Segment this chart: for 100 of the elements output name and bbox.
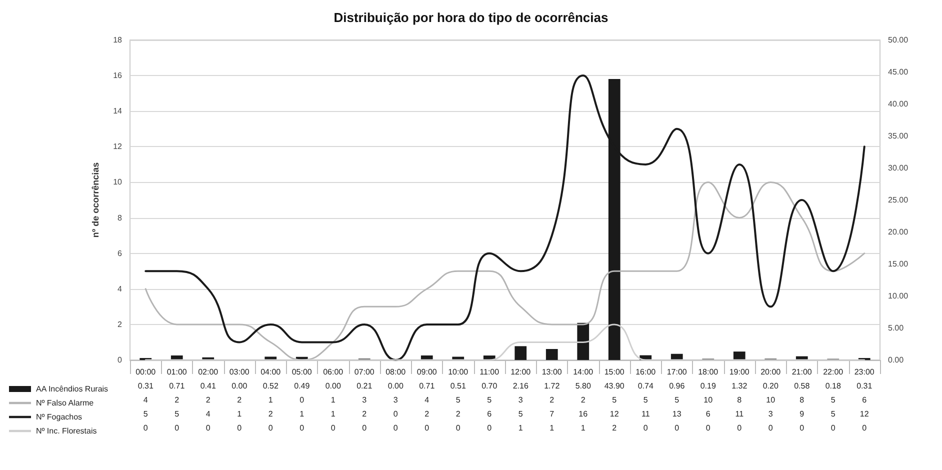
x-tick-label: 02:00 xyxy=(198,368,219,376)
y2-tick-label: 15.00 xyxy=(888,260,909,268)
data-label: 0.00 xyxy=(232,382,248,390)
data-label: 11 xyxy=(735,410,744,418)
line-series xyxy=(144,74,866,361)
x-tick-label: 07:00 xyxy=(354,368,375,376)
data-label: 1.32 xyxy=(732,382,748,390)
y-tick-label: 2 xyxy=(118,320,123,329)
data-label: 0 xyxy=(643,424,648,432)
y-tick-label: 8 xyxy=(118,213,123,222)
data-label: 11 xyxy=(641,410,650,418)
data-label: 3 xyxy=(362,396,368,404)
data-label: 4 xyxy=(424,396,430,404)
data-label: 0 xyxy=(206,424,211,432)
data-label: 4 xyxy=(143,396,148,404)
y2-tick-label: 5.00 xyxy=(888,324,904,332)
y-tick-label: 6 xyxy=(118,248,123,258)
legend-label: Nº Fogachos xyxy=(36,412,82,422)
data-label: 0.00 xyxy=(325,382,342,390)
data-label: 1 xyxy=(237,410,242,418)
x-tick-label: 18:00 xyxy=(698,368,719,376)
data-label: 5 xyxy=(518,410,524,418)
data-label: 2 xyxy=(174,396,180,404)
data-label: 5 xyxy=(674,396,680,404)
data-label: 1.72 xyxy=(544,382,560,390)
data-label: 0.51 xyxy=(450,382,466,390)
data-label: 2 xyxy=(424,410,430,418)
data-label: 2 xyxy=(362,410,368,418)
data-label: 0 xyxy=(674,424,680,432)
data-label: 5 xyxy=(456,396,461,404)
y2-tick-label: 45.00 xyxy=(888,68,909,76)
data-label: 0 xyxy=(174,424,180,432)
x-tick-label: 05:00 xyxy=(292,368,312,376)
x-tick-label: 08:00 xyxy=(386,368,406,376)
data-label: 5 xyxy=(143,410,148,418)
y-tick-label: 16 xyxy=(113,71,123,80)
data-label: 8 xyxy=(737,396,742,404)
data-label: 2.16 xyxy=(512,382,529,390)
y2-tick-label: 40.00 xyxy=(888,100,909,108)
y2-tick-label: 10.00 xyxy=(888,292,909,300)
x-tick-label: 11:00 xyxy=(480,368,500,376)
bar xyxy=(733,352,746,360)
x-tick-label: 01:00 xyxy=(166,368,188,376)
y-tick-label: 14 xyxy=(113,106,123,116)
data-label: 5 xyxy=(830,410,836,418)
x-tick-label: 10:00 xyxy=(448,368,469,376)
y-tick-label: 4 xyxy=(118,284,123,294)
data-label: 0.19 xyxy=(700,382,716,390)
x-tick-label: 20:00 xyxy=(760,368,782,376)
data-label: 3 xyxy=(393,396,398,404)
data-label: 0 xyxy=(706,424,711,432)
data-label: 9 xyxy=(800,410,805,418)
data-label: 2 xyxy=(237,396,242,404)
x-tick-label: 14:00 xyxy=(573,368,594,376)
data-label: 5.80 xyxy=(575,382,592,390)
data-label: 0 xyxy=(800,424,805,432)
data-label: 0 xyxy=(362,424,368,432)
data-label: 5 xyxy=(174,410,180,418)
data-label: 6 xyxy=(487,410,492,418)
x-tick-label: 13:00 xyxy=(542,368,562,376)
bar xyxy=(577,322,590,360)
data-label: 0 xyxy=(737,424,742,432)
data-label: 16 xyxy=(578,410,588,418)
x-tick-label: 12:00 xyxy=(510,368,532,376)
data-label: 12 xyxy=(860,410,870,418)
x-tick-label: 04:00 xyxy=(260,368,282,376)
data-label: 5 xyxy=(612,396,618,404)
data-label: 0.21 xyxy=(356,382,373,390)
data-label: 0.41 xyxy=(200,382,216,390)
y2-tick-label: 20.00 xyxy=(888,228,909,236)
data-label: 1 xyxy=(580,424,586,432)
data-label: 7 xyxy=(550,410,555,418)
data-label: 0 xyxy=(330,424,336,432)
x-tick-label: 06:00 xyxy=(323,368,344,376)
y2-tick-label: 0.00 xyxy=(888,356,904,364)
data-label: 0.31 xyxy=(856,382,873,390)
data-label: 2 xyxy=(456,410,461,418)
data-label: 0 xyxy=(268,424,274,432)
x-tick-label: 09:00 xyxy=(416,368,438,376)
data-label: 1 xyxy=(550,424,555,432)
data-label: 0 xyxy=(300,396,305,404)
y-tick-label: 18 xyxy=(113,36,123,44)
legend-label: Nº Inc. Florestais xyxy=(36,426,97,436)
x-tick-label: 23:00 xyxy=(854,368,875,376)
data-label: 0 xyxy=(143,424,148,432)
data-label: 0.71 xyxy=(169,382,186,390)
data-label: 1 xyxy=(268,396,274,404)
y-tick-label: 10 xyxy=(113,178,123,187)
data-label: 4 xyxy=(206,410,211,418)
data-label: 5 xyxy=(830,396,836,404)
data-label: 0 xyxy=(393,424,398,432)
data-label: 43.90 xyxy=(604,382,625,390)
data-label: 1 xyxy=(300,410,305,418)
data-label: 0 xyxy=(830,424,836,432)
data-label: 0 xyxy=(862,424,868,432)
data-label: 10 xyxy=(704,396,714,404)
data-label: 3 xyxy=(518,396,524,404)
y2-tick-label: 25.00 xyxy=(888,196,909,204)
data-label: 3 xyxy=(768,410,774,418)
data-label: 13 xyxy=(672,410,682,418)
